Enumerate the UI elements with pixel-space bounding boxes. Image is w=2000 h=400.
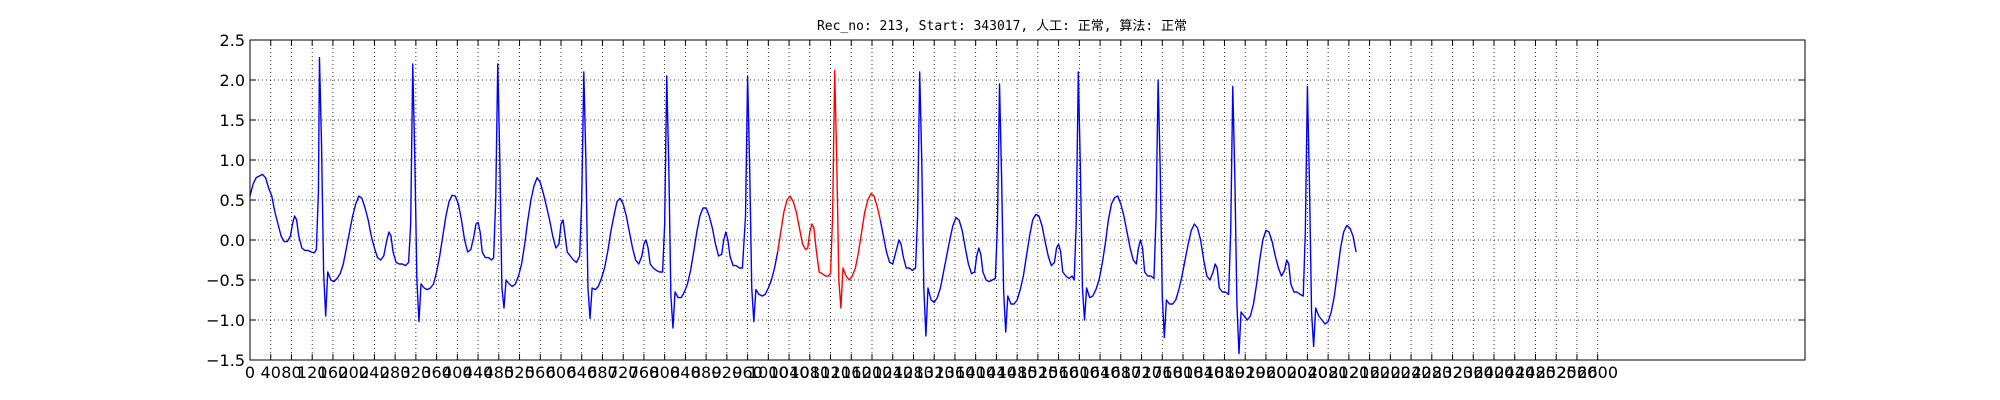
y-tick-label: 1.5 — [220, 111, 245, 130]
x-tick-label: 2520 — [1536, 363, 1577, 382]
x-tick-label: 2560 — [1557, 363, 1598, 382]
x-tick-label: 2240 — [1391, 363, 1432, 382]
x-tick-label: 1000 — [748, 363, 789, 382]
x-tick-label: 360 — [421, 363, 452, 382]
x-tick-label: 280 — [380, 363, 411, 382]
x-tick-label: 2480 — [1515, 363, 1556, 382]
x-tick-label: 1080 — [789, 363, 830, 382]
x-tick-label: 2160 — [1349, 363, 1390, 382]
x-tick-label: 1960 — [1246, 363, 1287, 382]
x-tick-label: 1680 — [1100, 363, 1141, 382]
x-tick-label: 240 — [359, 363, 390, 382]
x-tick-label: 40 — [261, 363, 281, 382]
ecg-series-line-3 — [879, 71, 1357, 355]
x-tick-label: 1240 — [872, 363, 913, 382]
x-tick-label: 2200 — [1370, 363, 1411, 382]
x-tick-label: 1480 — [997, 363, 1038, 382]
x-tick-label: 760 — [629, 363, 660, 382]
x-tick-label: 1360 — [935, 363, 976, 382]
x-tick-label: 1200 — [852, 363, 893, 382]
y-tick-label: 2.5 — [220, 31, 245, 50]
x-tick-label: 960 — [732, 363, 763, 382]
grid-lines — [249, 39, 1805, 361]
x-tick-label: 840 — [670, 363, 701, 382]
y-tick-label: −1.0 — [206, 311, 245, 330]
x-tick-label: 1880 — [1204, 363, 1245, 382]
x-tick-label: 200 — [338, 363, 369, 382]
x-tick-label: 640 — [566, 363, 597, 382]
x-tick-label: 0 — [245, 363, 255, 382]
y-tick-label: 2.0 — [220, 71, 245, 90]
x-tick-label: 2040 — [1287, 363, 1328, 382]
x-tick-label: 2280 — [1411, 363, 1452, 382]
x-tick-label: 120 — [297, 363, 328, 382]
x-tick-label: 1560 — [1038, 363, 1079, 382]
x-tick-label: 2360 — [1453, 363, 1494, 382]
x-tick-label: 800 — [649, 363, 680, 382]
x-tick-label: 2400 — [1474, 363, 1515, 382]
x-tick-label: 1400 — [955, 363, 996, 382]
x-tick-label: 1160 — [831, 363, 872, 382]
x-tick-label: 680 — [587, 363, 618, 382]
plot-frame — [249, 39, 1806, 361]
x-tick-label: 560 — [525, 363, 556, 382]
x-tick-label: 1120 — [810, 363, 851, 382]
x-tick-label: 2080 — [1308, 363, 1349, 382]
x-tick-label: 1920 — [1225, 363, 1266, 382]
x-tick-label: 720 — [608, 363, 639, 382]
x-tick-label: 1840 — [1183, 363, 1224, 382]
x-tick-label: 400 — [442, 363, 473, 382]
x-tick-label: 160 — [318, 363, 349, 382]
x-tick-label: 1040 — [769, 363, 810, 382]
x-tick-label: 80 — [281, 363, 301, 382]
x-tick-label: 1760 — [1142, 363, 1183, 382]
x-tick-label: 1640 — [1080, 363, 1121, 382]
x-tick-label: 880 — [691, 363, 722, 382]
chart-title: Rec_no: 213, Start: 343017, 人工: 正常, 算法: … — [817, 19, 1187, 34]
series-lines — [249, 56, 1357, 355]
y-tick-label: 0.0 — [220, 231, 245, 250]
x-tick-label: 520 — [504, 363, 535, 382]
x-tick-label: 2440 — [1494, 363, 1535, 382]
x-tick-label: 1800 — [1163, 363, 1204, 382]
y-tick-label: 0.5 — [220, 191, 245, 210]
x-tick-label: 600 — [546, 363, 577, 382]
y-tick-label: 1.0 — [220, 151, 245, 170]
x-tick-label: 1600 — [1059, 363, 1100, 382]
x-tick-label: 2000 — [1266, 363, 1307, 382]
ecg-series-line-1 — [249, 56, 779, 329]
x-tick-label: 1720 — [1121, 363, 1162, 382]
x-tick-label: 1280 — [893, 363, 934, 382]
x-tick-label: 920 — [712, 363, 743, 382]
x-tick-label: 2120 — [1329, 363, 1370, 382]
x-tick-label: 440 — [463, 363, 494, 382]
x-tick-label: 1320 — [914, 363, 955, 382]
y-axis: −1.5 −1.0 −0.5 0.0 0.5 1.0 1.5 2.0 2.5 — [206, 31, 1805, 370]
x-tick-label: 480 — [484, 363, 515, 382]
x-tick-label: 1440 — [976, 363, 1017, 382]
x-tick-label: 2600 — [1577, 363, 1618, 382]
x-tick-label: 1520 — [1018, 363, 1059, 382]
y-tick-label: −1.5 — [206, 351, 245, 370]
x-axis: 0 40 8012016020024028032036040044048052056… — [245, 40, 1618, 382]
ecg-series-line-2 — [776, 69, 881, 309]
y-tick-label: −0.5 — [206, 271, 245, 290]
x-tick-label: 320 — [401, 363, 432, 382]
x-tick-label: 2320 — [1432, 363, 1473, 382]
